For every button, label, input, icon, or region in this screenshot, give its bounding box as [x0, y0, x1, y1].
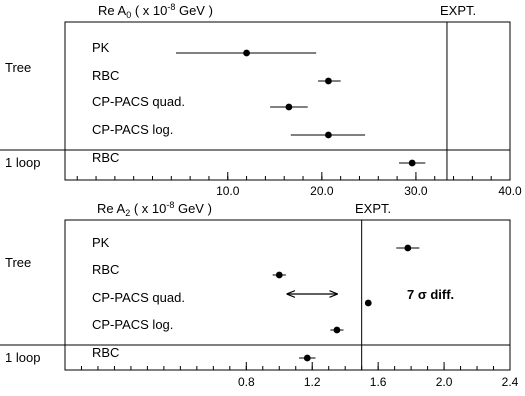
expt-label: EXPT. — [440, 3, 476, 18]
data-point — [325, 131, 332, 139]
point-label: RBC — [92, 150, 119, 165]
panel-a2: Re A2 ( x 10-8 GeV ) EXPT. 0.8 1.2 1.6 2.0 2.4… — [0, 200, 519, 389]
tick-label: 2.0 — [436, 375, 453, 389]
chart-title: Re A0 ( x 10-8 GeV ) — [98, 2, 213, 20]
tick-label: 20.0 — [310, 184, 334, 198]
data-point — [325, 77, 332, 85]
data-point — [275, 271, 283, 279]
point-label: RBC — [92, 68, 119, 83]
point-label: CP-PACS log. — [92, 317, 173, 332]
title-superscript: -8 — [167, 2, 175, 12]
group-label: 1 loop — [5, 350, 40, 365]
group-label: Tree — [5, 255, 31, 270]
data-point — [285, 103, 293, 111]
title-text: Re A — [97, 201, 126, 216]
point-label: RBC — [92, 345, 119, 360]
data-point — [408, 159, 416, 167]
title-text: GeV ) — [174, 201, 212, 216]
point-label: RBC — [92, 262, 119, 277]
plot-frame — [64, 21, 511, 181]
plot-frame — [64, 219, 511, 371]
title-text: Re A — [98, 3, 127, 18]
annotation-text: 7 σ diff. — [407, 287, 454, 302]
title-text: ( x 10 — [130, 201, 166, 216]
panel-a0: Re A0 ( x 10-8 GeV ) EXPT. 10.0 20.0 30.0 40.… — [0, 2, 522, 198]
tick-label: 30.0 — [404, 184, 428, 198]
title-subscript: 2 — [125, 208, 130, 218]
point-label: PK — [92, 40, 110, 55]
point-label: CP-PACS quad. — [92, 94, 185, 109]
data-point — [243, 49, 250, 57]
title-subscript: 0 — [126, 10, 131, 20]
data-point — [404, 244, 412, 252]
expt-label: EXPT. — [355, 201, 391, 216]
tick-label: 40.0 — [498, 184, 522, 198]
point-label: PK — [92, 235, 110, 250]
title-text: ( x 10 — [131, 3, 167, 18]
tick-label: 10.0 — [216, 184, 240, 198]
point-label: CP-PACS log. — [92, 122, 173, 137]
tick-label: 1.2 — [304, 375, 321, 389]
point-label: CP-PACS quad. — [92, 290, 185, 305]
title-text: GeV ) — [175, 3, 213, 18]
title-superscript: -8 — [166, 200, 174, 210]
group-label: 1 loop — [5, 155, 40, 170]
tick-label: 0.8 — [238, 375, 255, 389]
data-point — [364, 299, 372, 307]
data-point — [303, 354, 311, 362]
tick-label: 2.4 — [502, 375, 519, 389]
data-point — [333, 326, 341, 334]
group-label: Tree — [5, 60, 31, 75]
tick-label: 1.6 — [370, 375, 387, 389]
chart-title: Re A2 ( x 10-8 GeV ) — [97, 200, 212, 218]
